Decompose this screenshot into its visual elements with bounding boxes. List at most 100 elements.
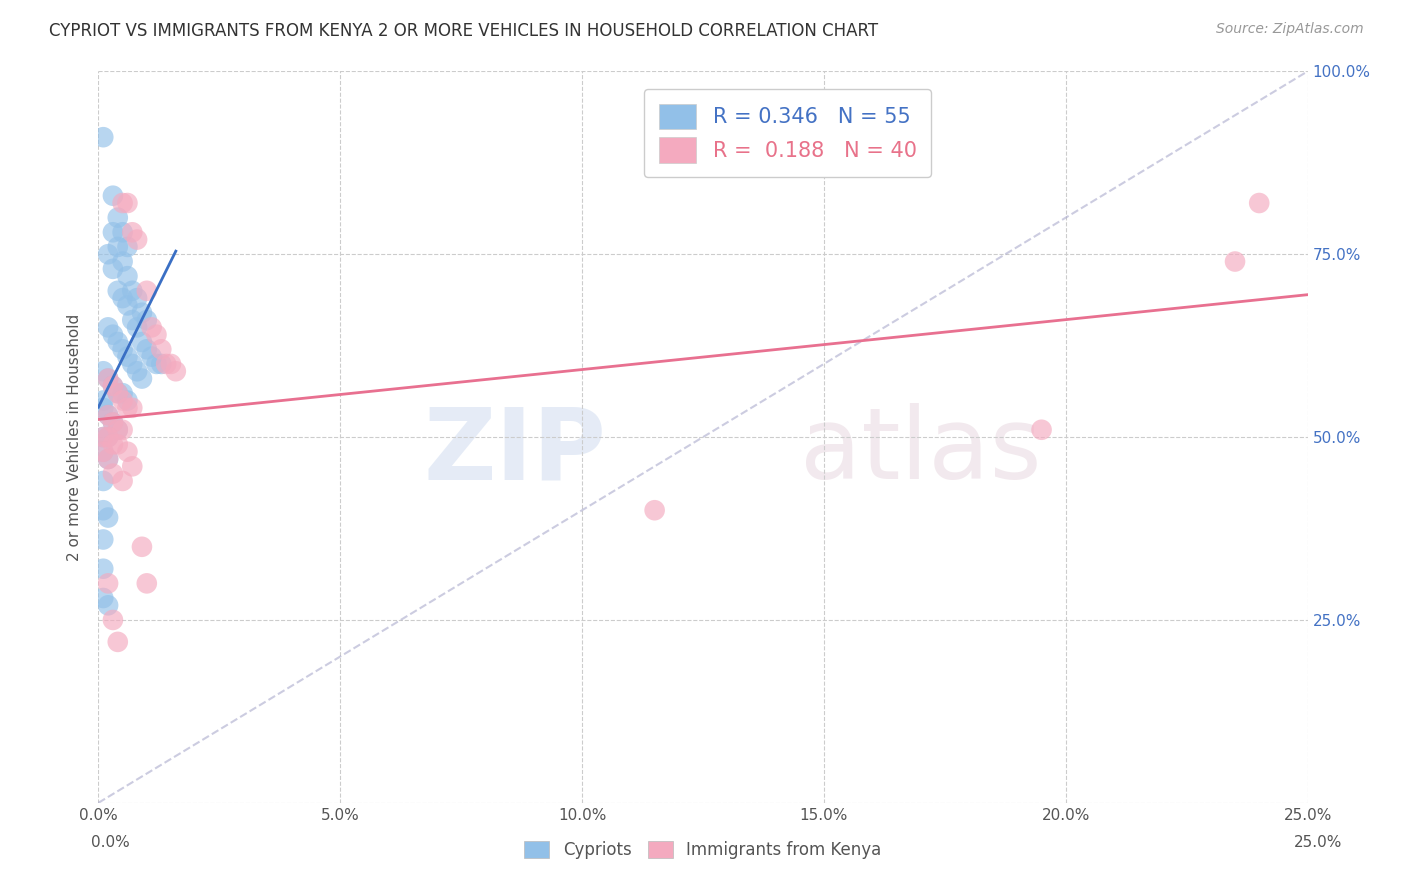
Point [111, 343, 134, 357]
Point [117, 350, 139, 364]
Point [131, 371, 153, 385]
Point [107, 284, 129, 298]
Point [150, 357, 173, 371]
Point [111, 386, 134, 401]
Point [107, 386, 129, 401]
Point [111, 474, 134, 488]
Point [117, 298, 139, 312]
Point [135, 343, 157, 357]
Point [101, 416, 124, 430]
Point [97, 510, 120, 524]
Point [117, 393, 139, 408]
Point [1223, 254, 1246, 268]
Point [135, 313, 157, 327]
Point [91, 444, 114, 458]
Point [91, 591, 114, 605]
Legend: Cypriots, Immigrants from Kenya: Cypriots, Immigrants from Kenya [516, 833, 890, 868]
Point [91, 130, 114, 145]
Point [121, 284, 143, 298]
Point [91, 533, 114, 547]
Point [117, 269, 139, 284]
Point [145, 357, 167, 371]
Point [97, 371, 120, 385]
Point [117, 240, 139, 254]
Point [1031, 423, 1053, 437]
Point [97, 430, 120, 444]
Point [127, 233, 149, 247]
Point [141, 320, 163, 334]
Point [101, 261, 124, 276]
Point [101, 225, 124, 239]
Point [101, 188, 124, 202]
Point [97, 408, 120, 422]
Point [111, 423, 134, 437]
Point [91, 503, 114, 517]
Point [111, 225, 134, 239]
Text: CYPRIOT VS IMMIGRANTS FROM KENYA 2 OR MORE VEHICLES IN HOUSEHOLD CORRELATION CHA: CYPRIOT VS IMMIGRANTS FROM KENYA 2 OR MO… [49, 22, 879, 40]
Point [131, 306, 153, 320]
Point [121, 401, 143, 415]
Point [107, 240, 129, 254]
Point [121, 357, 143, 371]
Text: ZIP: ZIP [423, 403, 606, 500]
Point [131, 540, 153, 554]
Point [107, 423, 129, 437]
Point [91, 401, 114, 415]
Point [155, 357, 177, 371]
Point [97, 576, 120, 591]
Y-axis label: 2 or more Vehicles in Household: 2 or more Vehicles in Household [67, 313, 83, 561]
Point [97, 320, 120, 334]
Point [97, 452, 120, 467]
Point [101, 379, 124, 393]
Point [644, 503, 666, 517]
Point [101, 379, 124, 393]
Point [91, 393, 114, 408]
Point [111, 254, 134, 268]
Point [117, 444, 139, 458]
Point [107, 334, 129, 349]
Point [91, 444, 114, 458]
Point [117, 401, 139, 415]
Point [97, 371, 120, 385]
Point [107, 437, 129, 451]
Point [111, 291, 134, 305]
Point [121, 313, 143, 327]
Point [91, 562, 114, 576]
Point [101, 613, 124, 627]
Text: 0.0%: 0.0% [91, 836, 131, 850]
Point [127, 291, 149, 305]
Point [107, 635, 129, 649]
Point [135, 576, 157, 591]
Text: 25.0%: 25.0% [1295, 836, 1343, 850]
Point [145, 327, 167, 342]
Point [135, 284, 157, 298]
Point [160, 357, 183, 371]
Point [91, 474, 114, 488]
Point [117, 196, 139, 211]
Point [165, 364, 187, 378]
Point [101, 327, 124, 342]
Point [101, 416, 124, 430]
Point [101, 467, 124, 481]
Point [97, 430, 120, 444]
Point [127, 364, 149, 378]
Text: atlas: atlas [800, 403, 1042, 500]
Point [121, 225, 143, 239]
Point [127, 320, 149, 334]
Point [1249, 196, 1271, 211]
Point [97, 247, 120, 261]
Point [91, 430, 114, 444]
Point [107, 386, 129, 401]
Point [91, 430, 114, 444]
Point [97, 599, 120, 613]
Text: Source: ZipAtlas.com: Source: ZipAtlas.com [1216, 22, 1364, 37]
Point [121, 459, 143, 474]
Point [131, 334, 153, 349]
Point [107, 423, 129, 437]
Point [111, 393, 134, 408]
Point [150, 343, 173, 357]
Point [111, 196, 134, 211]
Point [97, 408, 120, 422]
Point [101, 437, 124, 451]
Point [107, 211, 129, 225]
